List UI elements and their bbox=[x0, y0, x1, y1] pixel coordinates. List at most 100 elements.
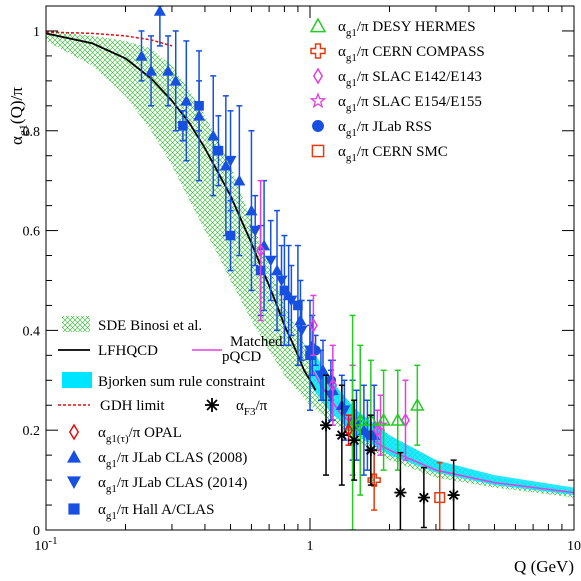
data-point-shape bbox=[293, 300, 303, 311]
legend-label-clas2008-alpha: α bbox=[98, 450, 106, 466]
data-point bbox=[194, 101, 204, 111]
legend-label-slac154-alpha: α bbox=[338, 94, 346, 110]
data-point bbox=[410, 397, 425, 411]
data-point bbox=[219, 159, 232, 171]
data-point bbox=[271, 264, 284, 276]
legend-label-slac142-sub: g1 bbox=[346, 77, 357, 89]
y-tick-label: 0 bbox=[33, 524, 40, 539]
legend-label-compass-rest: /π CERN COMPASS bbox=[357, 44, 485, 60]
legend-label-matched-line2: pQCD bbox=[222, 349, 261, 365]
data-point-shape bbox=[178, 120, 188, 131]
legend-marker-smc bbox=[311, 144, 325, 158]
data-point-shape bbox=[344, 422, 354, 438]
y-tick-label: 0.8 bbox=[23, 125, 41, 140]
data-point-shape bbox=[434, 492, 446, 504]
data-point-shape bbox=[169, 74, 182, 86]
data-point bbox=[135, 49, 148, 61]
data-point-shape bbox=[256, 243, 266, 258]
legend-label-clas2008-sub: g1 bbox=[106, 458, 117, 470]
legend-marker-f3-stroke bbox=[206, 399, 218, 411]
data-point-shape bbox=[219, 159, 232, 171]
legend-label-rss: αg1/π JLab RSS bbox=[338, 119, 432, 139]
legend-label-halla-rest: /π Hall A/CLAS bbox=[117, 502, 215, 518]
legend-marker-clas2014 bbox=[67, 476, 81, 489]
legend-marker-compass-shape bbox=[310, 43, 326, 59]
data-point bbox=[225, 230, 236, 241]
x-tick-label: 10 bbox=[567, 539, 581, 554]
data-point bbox=[352, 412, 368, 426]
legend-marker-slac154-shape bbox=[309, 92, 327, 109]
data-point-shape bbox=[225, 230, 236, 241]
legend-marker-desy bbox=[309, 17, 327, 33]
legend-label-sde: SDE Binosi et al. bbox=[98, 318, 202, 334]
data-point bbox=[153, 6, 166, 16]
data-point-shape bbox=[162, 64, 175, 76]
legend-marker-slac142 bbox=[312, 67, 324, 85]
legend-marker-opal bbox=[68, 423, 80, 441]
lfhqcd-curve bbox=[46, 32, 317, 391]
legend-label-lfhqcd: LFHQCD bbox=[98, 343, 158, 359]
data-point bbox=[245, 204, 258, 216]
data-point-shape bbox=[295, 325, 308, 337]
data-point-stroke bbox=[365, 445, 376, 456]
x-tick-label-exponent: -1 bbox=[48, 535, 57, 547]
data-point-stroke bbox=[419, 492, 429, 503]
data-point bbox=[447, 489, 460, 502]
legend-label-slac142: αg1/π SLAC E142/E143 bbox=[338, 69, 482, 89]
data-point bbox=[394, 486, 407, 499]
legend-label-slac142-alpha: α bbox=[338, 69, 346, 85]
y-tick-label: 0.4 bbox=[23, 324, 41, 339]
curves-layer bbox=[46, 31, 574, 494]
bands-layer bbox=[46, 31, 574, 498]
data-point bbox=[233, 174, 246, 186]
legend-label-compass-sub: g1 bbox=[346, 52, 357, 64]
data-point bbox=[310, 345, 321, 356]
data-point-shape bbox=[314, 370, 327, 382]
legend-label-clas2014-alpha: α bbox=[98, 475, 106, 491]
data-point-shape bbox=[308, 317, 318, 333]
data-point-shape bbox=[207, 129, 220, 141]
legend-label-clas2014-sub: g1 bbox=[106, 483, 117, 495]
legend-label-desy-sub: g1 bbox=[346, 27, 357, 39]
legend-label-opal-rest: /π OPAL bbox=[129, 425, 182, 441]
data-point-stroke bbox=[336, 430, 347, 441]
legend-marker-opal-shape bbox=[68, 423, 80, 441]
data-point bbox=[207, 129, 220, 141]
data-point-shape bbox=[233, 174, 246, 186]
data-point-shape bbox=[245, 204, 258, 216]
data-point bbox=[162, 64, 175, 76]
data-point bbox=[434, 492, 446, 504]
legend-label-halla: αg1/π Hall A/CLAS bbox=[98, 502, 214, 522]
legend-label-bjorken: Bjorken sum rule constraint bbox=[98, 374, 266, 390]
legend-marker-clas2008-shape bbox=[67, 450, 81, 463]
y-tick-label: 0.2 bbox=[23, 424, 41, 439]
axis-ticks bbox=[45, 5, 574, 531]
data-point-shape bbox=[249, 225, 262, 237]
legend-swatch-sde bbox=[62, 316, 90, 332]
legend-swatch-bjorken bbox=[62, 372, 92, 388]
data-point-shape bbox=[271, 264, 284, 276]
legend-marker-rss bbox=[312, 120, 324, 132]
legend-marker-rss-shape bbox=[312, 120, 324, 132]
legend-label-compass: αg1/π CERN COMPASS bbox=[338, 44, 485, 64]
data-points-layer bbox=[135, 6, 460, 530]
legend-label-opal-alpha: α bbox=[98, 425, 106, 441]
data-point bbox=[320, 419, 333, 432]
data-point bbox=[145, 64, 158, 76]
legend-label-f3-rest: /π bbox=[255, 398, 267, 414]
data-point-shape bbox=[285, 295, 298, 307]
data-point bbox=[344, 422, 354, 438]
data-point bbox=[169, 74, 182, 86]
legend-label-smc-sub: g1 bbox=[346, 152, 357, 164]
data-point bbox=[335, 429, 348, 442]
legend-label-matched-line1: Matched bbox=[230, 334, 283, 350]
legend-label-opal: αg1(τ)/π OPAL bbox=[98, 425, 182, 445]
data-point-shape bbox=[213, 145, 224, 156]
data-point bbox=[364, 444, 377, 457]
data-point-shape bbox=[352, 412, 368, 426]
legend-label-desy-rest: /π DESY HERMES bbox=[357, 19, 476, 35]
series-smc-square-open bbox=[434, 461, 446, 530]
data-point-shape bbox=[180, 94, 193, 106]
